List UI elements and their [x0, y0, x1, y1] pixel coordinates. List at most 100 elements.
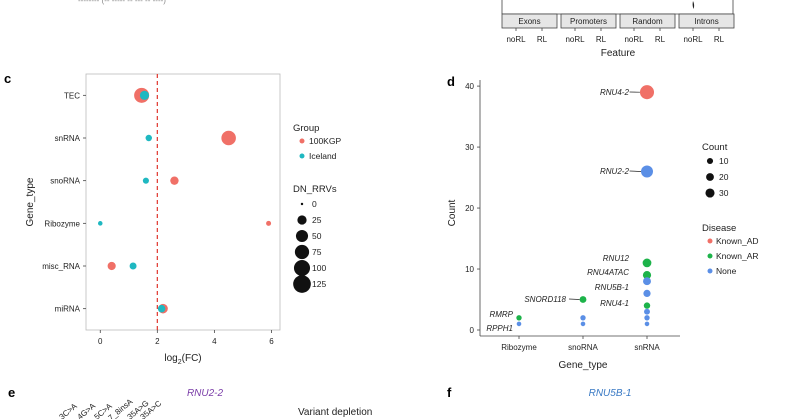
- panel-c-x-tick-label: 4: [212, 337, 217, 346]
- legend-disease-marker-known-ar: [707, 253, 713, 259]
- panel-d-y-tick-label: 0: [470, 326, 475, 335]
- panel-c-y-tick-label: snRNA: [55, 134, 81, 143]
- legend-disease-marker-known-ad: [707, 238, 713, 244]
- top-tick-label: noRL: [565, 35, 585, 44]
- panel-d-y-tick-label: 10: [465, 265, 474, 274]
- panel-d-chart: 0 10 20 30 40 Ribozyme snoRNA snRNA RMRP RPPH1 S…: [447, 80, 759, 371]
- panel-d-point: [643, 277, 651, 286]
- panel-d-point: [516, 315, 522, 321]
- panel-d-point: [644, 308, 650, 315]
- panel-d-label-leader: [568, 298, 580, 300]
- panel-letter-d: d: [447, 74, 455, 89]
- panel-d-ylabel: Count: [447, 199, 458, 226]
- legend-size-marker: [294, 244, 310, 260]
- legend-size-marker: [300, 202, 304, 206]
- panel-d-gene-label: SNORD118: [524, 295, 566, 304]
- legend-count-label: 30: [719, 188, 729, 198]
- strip-label-introns: Introns: [694, 17, 718, 26]
- panel-c-x-tick-label: 6: [269, 337, 274, 346]
- panel-c-point-iceland: [142, 177, 149, 184]
- panel-d-x-tick-label: Ribozyme: [501, 343, 537, 352]
- panel-d-point: [644, 321, 650, 327]
- legend-disease-label-known-ad: Known_AD: [716, 236, 759, 246]
- strip-exons: [501, 13, 558, 29]
- panel-d-gene-label: RPPH1: [486, 324, 513, 333]
- legend-count-marker: [705, 188, 715, 198]
- panel-c-x-tick-label: 2: [155, 337, 160, 346]
- panel-c-point-iceland: [145, 134, 152, 142]
- strip-promoters: [560, 13, 617, 29]
- legend-disease-marker-none: [707, 268, 713, 274]
- top-tick-label: noRL: [624, 35, 644, 44]
- panel-c-y-tick-label: TEC: [64, 91, 80, 100]
- panel-c-y-tick-label: miRNA: [55, 305, 81, 314]
- strip-label-random: Random: [632, 17, 663, 26]
- panel-d-point: [580, 321, 586, 327]
- panel-d-point: [644, 315, 650, 321]
- panel-d-y-tick-label: 30: [465, 143, 474, 152]
- legend-size-title: DN_RRVs: [293, 184, 337, 195]
- panel-d-point: [516, 321, 522, 327]
- top-tick-label: RL: [655, 35, 666, 44]
- panel-c-ylabel: Gene_type: [25, 177, 36, 226]
- legend-group-marker-100kgp: [299, 138, 305, 144]
- legend-size-marker: [293, 275, 311, 293]
- strip-label-promoters: Promoters: [570, 17, 607, 26]
- panel-c-point-iceland: [97, 221, 103, 226]
- panel-c-point-iceland: [129, 262, 137, 270]
- legend-count-label: 20: [719, 172, 729, 182]
- panel-d-point: [643, 289, 651, 298]
- panel-d-gene-label: RNU4-1: [600, 299, 629, 308]
- legend-count-marker: [706, 173, 714, 181]
- panel-c-point-100kgp: [170, 176, 179, 185]
- strip-label-exons: Exons: [518, 17, 540, 26]
- panel-e-subtitle: Variant depletion: [298, 407, 372, 418]
- panel-c-point-100kgp: [266, 220, 272, 226]
- strip-introns: [678, 13, 735, 29]
- panel-d-point: [579, 296, 587, 303]
- panel-d-point: [642, 258, 652, 268]
- legend-group-marker-iceland: [299, 153, 305, 159]
- panel-c-plot-frame: [85, 73, 281, 331]
- legend-disease-label-none: None: [716, 266, 737, 276]
- legend-count-marker: [706, 157, 714, 165]
- legend-group-title: Group: [293, 123, 319, 134]
- legend-size-marker: [293, 259, 311, 277]
- panel-c-y-tick-label: snoRNA: [50, 177, 80, 186]
- panel-d-point: [641, 165, 653, 178]
- panel-c-chart: TEC snRNA snoRNA Ribozyme misc_RNA miRNA 0 2 4 6…: [25, 73, 341, 366]
- legend-size-label: 25: [312, 215, 322, 225]
- panel-d-point: [580, 315, 586, 321]
- panel-c-y-tick-label: misc_RNA: [42, 262, 80, 271]
- legend-disease-label-known-ar: Known_AR: [716, 251, 759, 261]
- panel-d-xlabel: Gene_type: [559, 360, 608, 371]
- legend-size-label: 100: [312, 263, 326, 273]
- panel-d-point: [642, 271, 652, 280]
- legend-group-label-100kgp: 100KGP: [309, 136, 341, 146]
- panel-d-x-tick-label: snoRNA: [568, 343, 598, 352]
- legend-size-marker: [297, 215, 307, 225]
- panel-c-point-100kgp: [221, 130, 236, 146]
- panel-d-y-tick-label: 20: [465, 204, 474, 213]
- legend-disease-title: Disease: [702, 223, 736, 234]
- panel-letter-f: f: [447, 385, 452, 400]
- panel-d-gene-label: RMRP: [489, 310, 513, 319]
- top-tick-label: RL: [714, 35, 725, 44]
- panel-c-x-tick-label: 0: [98, 337, 103, 346]
- panel-c-y-tick-label: Ribozyme: [44, 219, 80, 228]
- panel-c-point-iceland: [157, 304, 166, 313]
- panel-letter-c: c: [4, 71, 11, 86]
- panel-c-point-iceland: [139, 90, 150, 100]
- panel-f-title: RNU5B-1: [589, 388, 632, 399]
- panel-d-gene-label: RNU4-2: [600, 88, 629, 97]
- panel-d-point: [639, 85, 655, 100]
- violin-fragment: [692, 1, 695, 9]
- top-tick-label: RL: [596, 35, 607, 44]
- panel-d-x-tick-label: snRNA: [634, 343, 660, 352]
- top-tick-label: RL: [537, 35, 548, 44]
- top-tick-label: noRL: [683, 35, 703, 44]
- legend-count-label: 10: [719, 156, 729, 166]
- panel-d-y-tick-label: 40: [465, 82, 474, 91]
- top-tick-label: noRL: [506, 35, 526, 44]
- legend-size-marker: [295, 229, 309, 243]
